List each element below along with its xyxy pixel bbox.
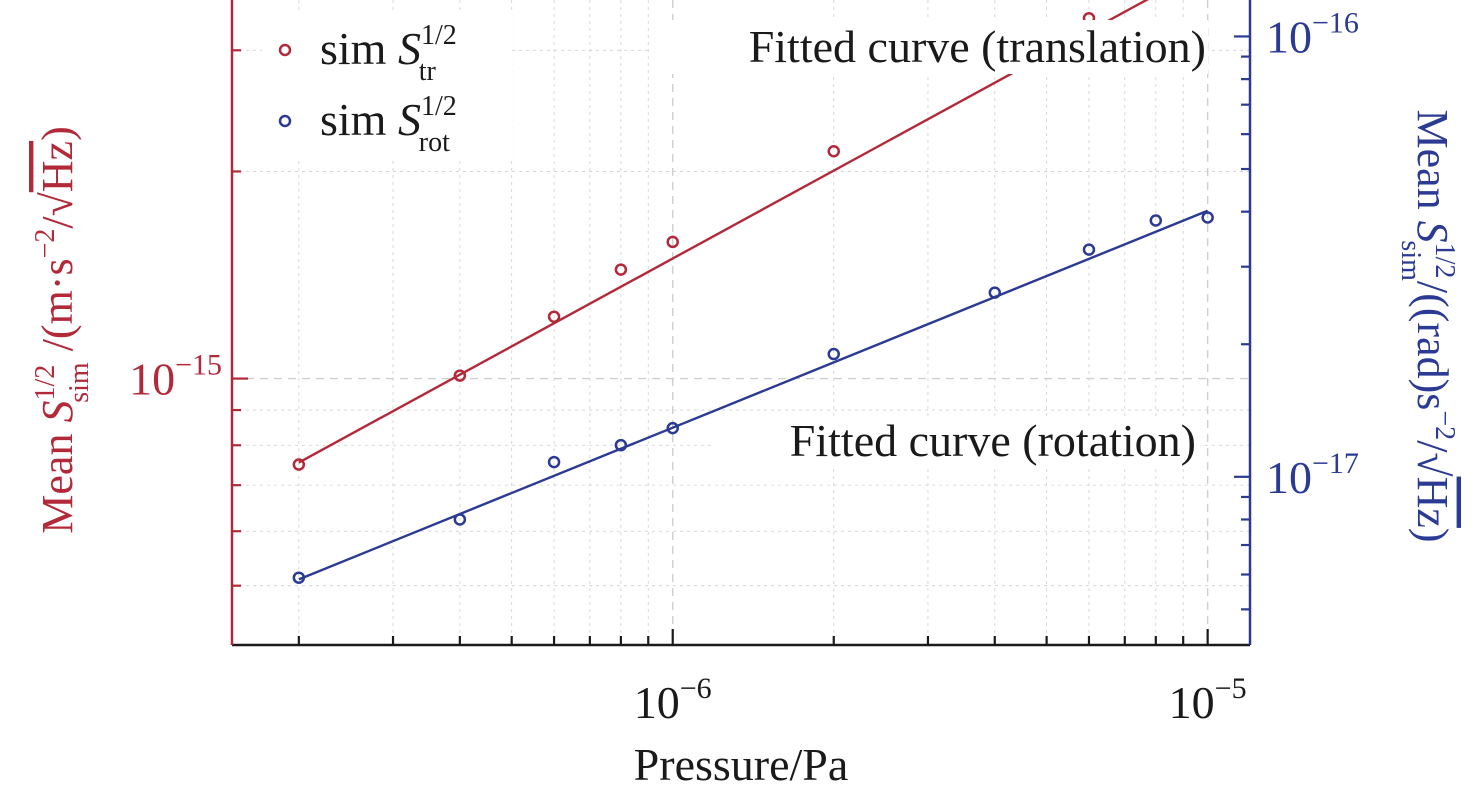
x-ticks [297,629,1209,645]
annotation-translation: Fitted curve (translation) [749,21,1206,72]
data-point-rotation [1149,214,1163,227]
annotation-background [715,416,1200,468]
right-y-tick-label: 10−17 [1266,447,1359,503]
data-point-rotation [1082,243,1096,256]
data-point-translation [547,310,561,323]
data-point-translation [827,144,841,158]
legend: sim S1/2 tr sim S1/2 rot [262,10,512,160]
x-tick-labels: 10−6 10−5 [634,672,1247,728]
left-y-ticks [232,49,248,587]
data-point-rotation [614,438,628,452]
data-point-translation [292,458,306,471]
x-tick-label: 10−5 [1169,672,1247,728]
data-point-translation [453,369,467,382]
right-y-axis-label: Mean S1/2sim/((rad)s−2/√Hz) [1395,109,1460,542]
data-point-rotation [988,286,1002,299]
left-y-tick-labels: 10−15 [129,349,222,405]
data-point-translation [666,235,679,249]
data-point-rotation [292,571,306,584]
grid [232,0,1250,645]
legend-background [262,10,512,160]
legend-label-rotation: sim S1/2 rot [320,91,457,158]
data-point-rotation [827,347,841,361]
x-axis-label: Pressure/Pa [634,739,849,790]
right-y-tick-label: 10−16 [1266,6,1359,62]
data-point-rotation [547,455,561,469]
right-y-tick-labels: 10−16 10−17 [1266,6,1359,502]
legend-marker-rotation [278,114,292,128]
annotation-background [652,20,1208,74]
data-point-translation [614,263,628,276]
x-tick-label: 10−6 [634,672,712,728]
fit-line-rotation [298,209,1209,581]
right-y-ticks [1234,35,1250,611]
legend-label-translation: sim S1/2 tr [320,20,457,87]
annotation-rotation: Fitted curve (rotation) [790,415,1196,466]
data-point-rotation [1201,211,1214,224]
data-point-rotation [453,513,467,526]
data-point-rotation [666,421,679,435]
left-y-tick-label: 10−15 [129,349,222,405]
legend-marker-translation [278,43,292,57]
axes [230,0,1252,647]
left-y-axis-label: Mean S1/2 sim /(m·s−2/√Hz) [30,126,95,533]
